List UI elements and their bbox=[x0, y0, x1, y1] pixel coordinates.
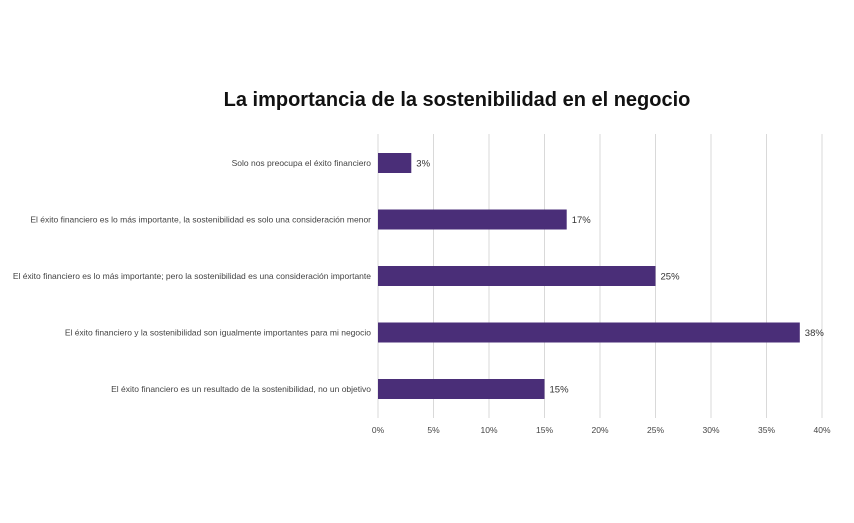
x-tick-label: 30% bbox=[702, 425, 719, 435]
bar bbox=[378, 322, 800, 343]
bars bbox=[378, 153, 800, 399]
x-tick-label: 10% bbox=[480, 425, 497, 435]
x-tick-label: 5% bbox=[427, 425, 440, 435]
category-label: El éxito financiero es un resultado de l… bbox=[111, 384, 371, 394]
x-tick-label: 40% bbox=[813, 425, 830, 435]
chart-title: La importancia de la sostenibilidad en e… bbox=[223, 89, 691, 111]
labels: 0% 5% 10% 15% 20% 25% 30% 35% 40% Solo nos preocu… bbox=[13, 158, 831, 435]
category-label: El éxito financiero es lo más importante… bbox=[30, 215, 371, 225]
category-label: El éxito financiero es lo más importante… bbox=[13, 271, 371, 281]
category-label: El éxito financiero y la sostenibilidad … bbox=[65, 328, 371, 338]
x-tick-label: 35% bbox=[758, 425, 775, 435]
bar bbox=[378, 209, 567, 230]
data-label: 38% bbox=[805, 328, 825, 339]
bar bbox=[378, 379, 545, 399]
data-label: 15% bbox=[550, 385, 570, 396]
data-label: 3% bbox=[416, 159, 430, 170]
category-label: Solo nos preocupa el éxito financiero bbox=[232, 158, 372, 168]
data-label: 17% bbox=[572, 215, 592, 226]
data-label: 25% bbox=[661, 272, 681, 283]
bar bbox=[378, 153, 412, 173]
x-tick-label: 20% bbox=[591, 425, 608, 435]
x-tick-label: 25% bbox=[647, 425, 664, 435]
bar bbox=[378, 266, 656, 286]
x-tick-label: 15% bbox=[536, 425, 553, 435]
x-tick-label: 0% bbox=[372, 425, 385, 435]
